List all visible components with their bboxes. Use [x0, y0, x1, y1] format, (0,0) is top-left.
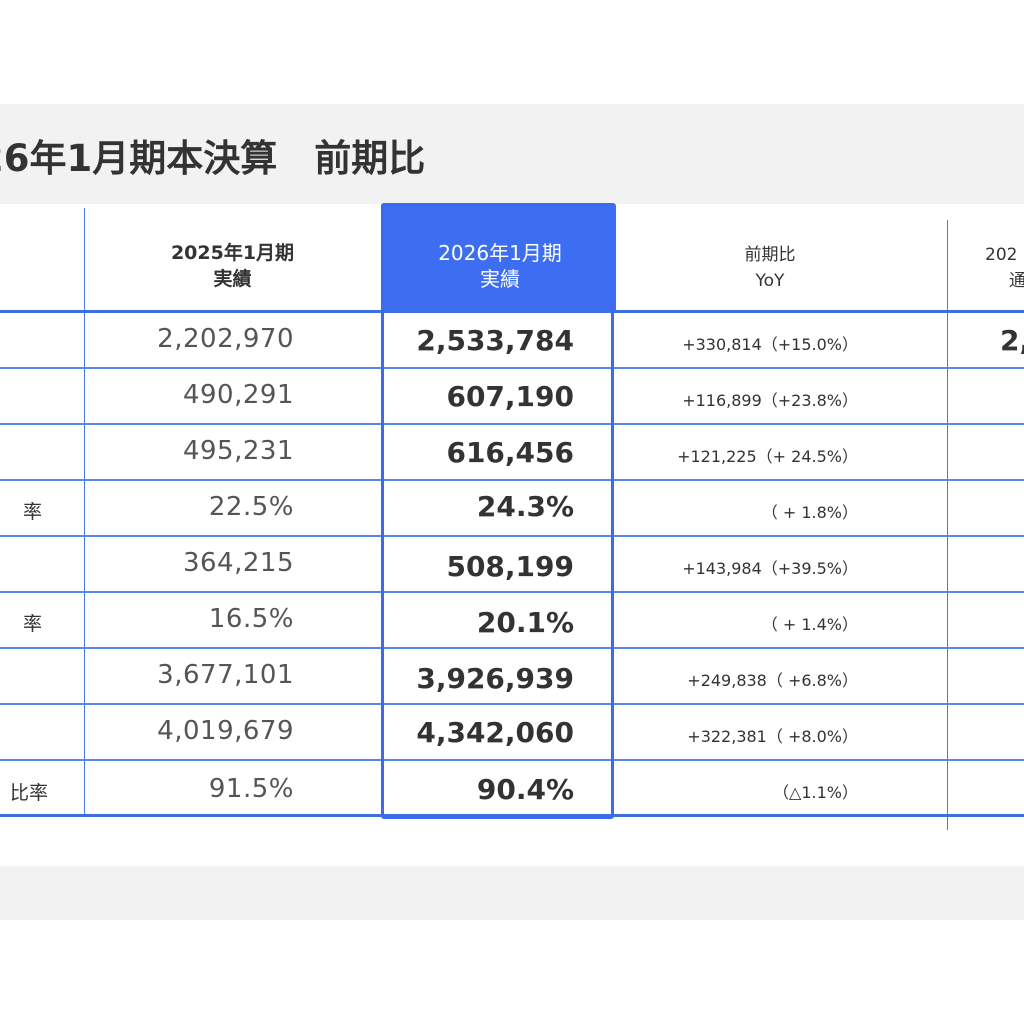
header-2026: 2026年1月期 実績	[384, 240, 616, 292]
row-divider	[0, 367, 1024, 369]
header-yoy-en: YoY	[755, 271, 785, 291]
cell-2025: 16.5%	[208, 604, 294, 634]
cell-2025: 2,202,970	[157, 324, 294, 354]
cell-2026: 4,342,060	[416, 716, 574, 749]
row-divider	[0, 423, 1024, 425]
cell-2025: 3,677,101	[157, 660, 294, 690]
cell-2026: 90.4%	[476, 773, 574, 806]
highlight-column-frame	[381, 203, 614, 819]
cell-2026: 2,533,784	[416, 324, 574, 357]
row-divider	[0, 591, 1024, 593]
cell-2026: 616,456	[446, 436, 574, 469]
row-label: 率	[22, 501, 42, 523]
column-divider	[84, 208, 85, 814]
header-2025-actual: 実績	[213, 268, 252, 290]
header-right-line1: 202	[985, 245, 1018, 265]
row-label: 比率	[9, 782, 48, 804]
header-yoy: 前期比 YoY	[640, 242, 900, 294]
header-2026-actual: 実績	[480, 267, 520, 291]
header-right-line2: 通	[1009, 271, 1024, 291]
cell-2025: 364,215	[182, 548, 294, 578]
cell-2026: 607,190	[446, 380, 574, 413]
cell-yoy: （ + 1.4%）	[761, 615, 858, 634]
cell-2025: 490,291	[182, 380, 294, 410]
cell-2026: 24.3%	[476, 490, 574, 523]
header-yoy-label: 前期比	[744, 245, 796, 265]
cell-yoy: （△1.1%）	[773, 783, 858, 802]
row-divider	[0, 647, 1024, 649]
cell-yoy: +322,381（ +8.0%）	[687, 727, 858, 746]
cell-2026: 508,199	[446, 550, 574, 583]
table-bottom-border	[0, 814, 1024, 817]
column-divider	[947, 220, 948, 830]
row-divider	[0, 479, 1024, 481]
header-right: 202 通	[985, 242, 1024, 294]
cell-2026: 3,926,939	[416, 662, 574, 695]
header-2026-period: 2026年1月期	[438, 241, 562, 265]
cell-yoy: +116,899（+23.8%）	[682, 391, 858, 410]
cell-yoy: +143,984（+39.5%）	[682, 559, 858, 578]
header-divider	[0, 310, 1024, 313]
cell-yoy: +249,838（ +6.8%）	[687, 671, 858, 690]
header-2025-period: 2025年1月期	[170, 242, 295, 264]
highlight-column-header	[381, 203, 616, 311]
cell-2025: 91.5%	[208, 774, 294, 804]
cell-yoy: +330,814（+15.0%）	[682, 335, 858, 354]
row-label: 率	[22, 613, 42, 635]
cell-2025: 4,019,679	[157, 716, 294, 746]
cell-2025: 495,231	[182, 436, 294, 466]
row-divider	[0, 759, 1024, 761]
row-divider	[0, 703, 1024, 705]
header-2025: 2025年1月期 実績	[130, 240, 335, 292]
cell-2026: 20.1%	[476, 606, 574, 639]
page-title: 26年1月期本決算 前期比	[0, 137, 426, 180]
cell-yoy: +121,225（+ 24.5%）	[677, 447, 858, 466]
row-divider	[0, 535, 1024, 537]
cell-2025: 22.5%	[208, 492, 294, 522]
cell-yoy: （ + 1.8%）	[761, 503, 858, 522]
cell-right: 2,	[1000, 324, 1024, 357]
